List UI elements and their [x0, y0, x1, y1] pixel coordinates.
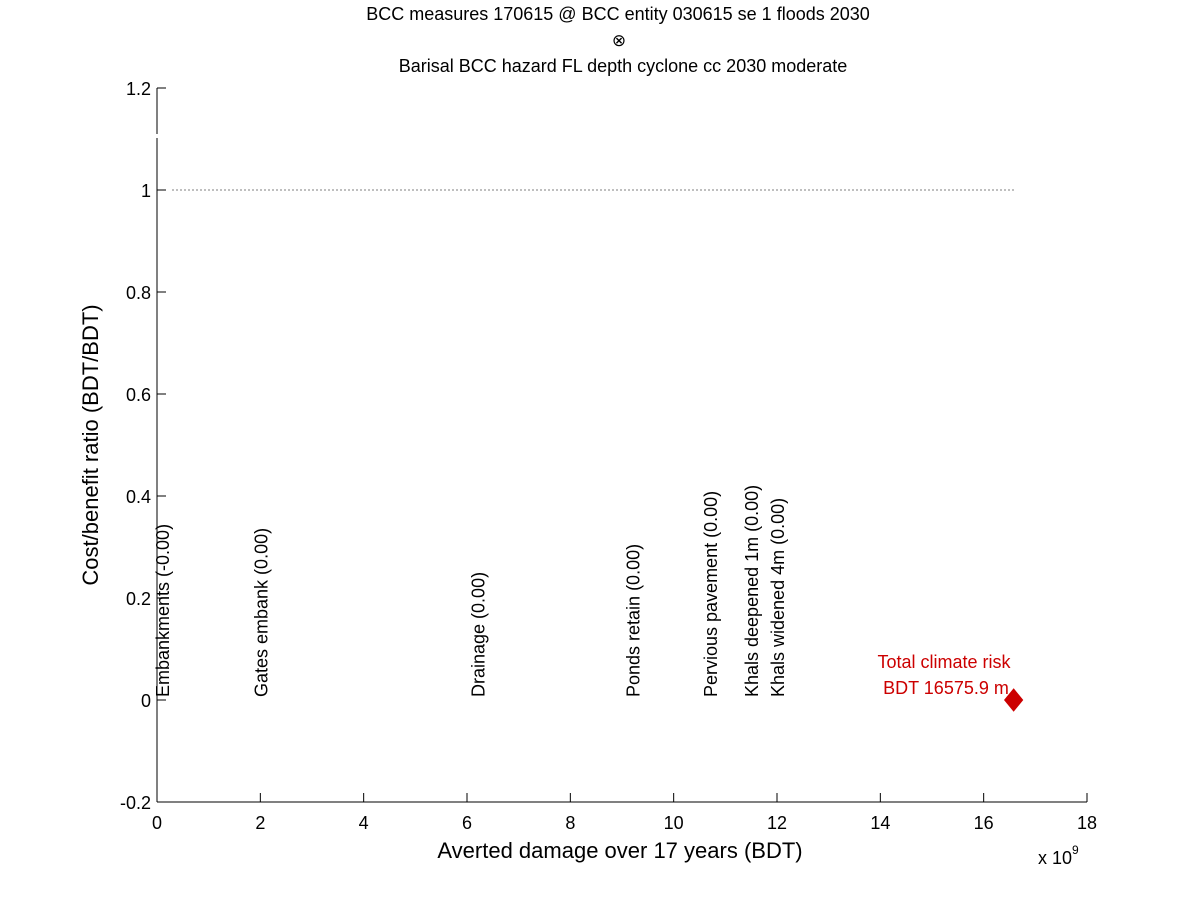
y-tick-label: 1.2 — [126, 79, 151, 99]
x-tick-label: 2 — [255, 813, 265, 833]
x-tick-label: 18 — [1077, 813, 1097, 833]
x-tick-label: 16 — [974, 813, 994, 833]
measure-label: Gates embank (0.00) — [251, 528, 271, 697]
measure-label: Ponds retain (0.00) — [623, 544, 643, 697]
measure-label: Khals deepened 1m (0.00) — [742, 485, 762, 697]
x-tick-label: 4 — [359, 813, 369, 833]
chart-title-symbol: ⊗ — [612, 31, 626, 50]
y-tick-label: 0 — [141, 691, 151, 711]
y-axis-label: Cost/benefit ratio (BDT/BDT) — [78, 304, 103, 585]
measure-label: Pervious pavement (0.00) — [701, 491, 721, 697]
chart-title-line2: Barisal BCC hazard FL depth cyclone cc 2… — [399, 56, 848, 76]
x-exponent-power: 9 — [1072, 843, 1079, 857]
measure-label: Khals widened 4m (0.00) — [768, 498, 788, 697]
x-tick-label: 14 — [870, 813, 890, 833]
y-tick-label: 0.2 — [126, 589, 151, 609]
x-tick-label: 0 — [152, 813, 162, 833]
y-tick-label: 1 — [141, 181, 151, 201]
total-risk-marker — [1003, 688, 1024, 712]
x-exponent-label: x 109 — [1038, 843, 1079, 868]
x-axis-label: Averted damage over 17 years (BDT) — [437, 838, 802, 863]
y-tick-label: -0.2 — [120, 793, 151, 813]
measure-label: Embankments (-0.00) — [153, 524, 173, 697]
total-risk-label-line2: BDT 16575.9 m — [883, 678, 1009, 698]
measure-label: Drainage (0.00) — [468, 572, 488, 697]
chart-title-line1: BCC measures 170615 @ BCC entity 030615 … — [366, 4, 870, 24]
x-tick-label: 10 — [664, 813, 684, 833]
y-tick-label: 0.4 — [126, 487, 151, 507]
y-tick-label: 0.6 — [126, 385, 151, 405]
x-tick-label: 6 — [462, 813, 472, 833]
x-tick-label: 8 — [565, 813, 575, 833]
total-risk-label-line1: Total climate risk — [877, 652, 1011, 672]
x-exponent-base: x 10 — [1038, 848, 1072, 868]
plot-area: Embankments (-0.00) Gates embank (0.00) Dr… — [153, 189, 1024, 712]
x-tick-label: 12 — [767, 813, 787, 833]
y-tick-label: 0.8 — [126, 283, 151, 303]
axes: 0 2 4 6 8 10 12 14 16 18-0.200.20.40.60.811.2 — [120, 79, 1097, 833]
